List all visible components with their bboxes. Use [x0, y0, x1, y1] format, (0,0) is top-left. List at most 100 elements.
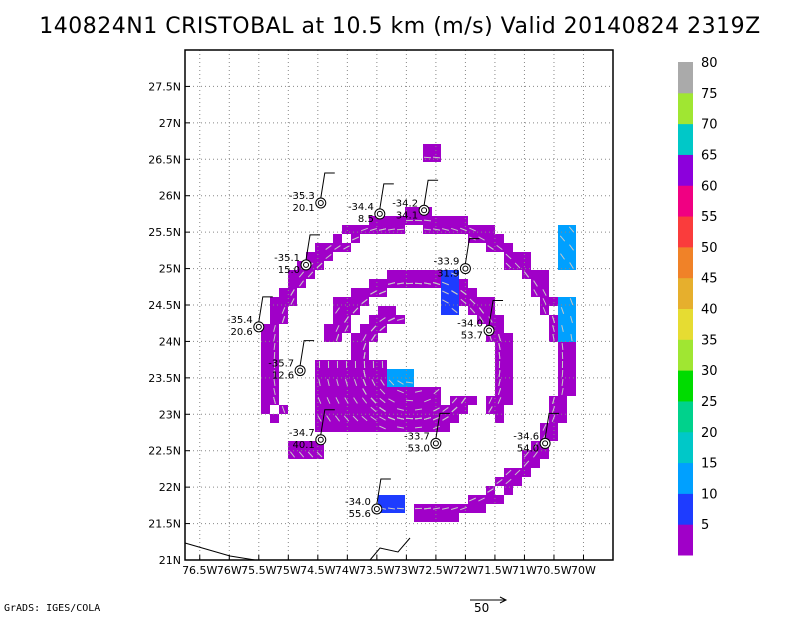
wind-shade-cell: [351, 333, 360, 342]
colorbar-label: 25: [701, 395, 718, 410]
wind-vector: [273, 333, 276, 342]
wind-vector: [505, 253, 512, 260]
wind-vector: [281, 307, 286, 314]
wind-vector: [344, 316, 349, 323]
wind-shade-cell: [414, 270, 423, 279]
wind-barb: [544, 412, 560, 439]
station-temperature: -34.0: [345, 497, 371, 508]
station-dot: [421, 207, 428, 214]
wind-shade-cell: [351, 288, 360, 297]
station-temperature: -34.6: [513, 431, 539, 442]
observation-station: -35.115.0: [274, 234, 321, 276]
wind-vector: [552, 333, 555, 342]
observation-station: -33.931.9: [434, 238, 480, 280]
wind-vector: [326, 397, 331, 404]
wind-vector: [569, 244, 574, 251]
wind-vector: [451, 290, 458, 295]
wind-shade-cell: [432, 513, 441, 522]
wind-shade-cell: [450, 216, 459, 225]
wind-vector: [273, 324, 276, 333]
wind-shade-cell: [261, 369, 270, 378]
wind-vector: [561, 387, 564, 396]
station-temperature: -33.9: [434, 257, 460, 268]
wind-barb: [305, 234, 321, 261]
station-value: 54.0: [517, 443, 539, 454]
wind-vector: [361, 415, 368, 422]
wind-barb: [423, 179, 439, 206]
wind-vector: [523, 271, 530, 278]
wind-vector: [442, 290, 449, 295]
wind-shade-cell: [567, 342, 576, 351]
x-tick-label: 75.5W: [241, 564, 276, 577]
wind-shade-cell: [495, 495, 504, 504]
wind-shade-cell: [441, 216, 450, 225]
wind-vector: [387, 507, 396, 510]
wind-shade-cell: [441, 306, 450, 315]
wind-vector: [561, 324, 564, 333]
wind-vector: [542, 424, 547, 431]
x-tick-label: 71.5W: [477, 564, 512, 577]
wind-shade-cell: [369, 423, 378, 432]
wind-shade-cell: [360, 423, 369, 432]
wind-shade-cell: [306, 252, 315, 261]
station-ring: [418, 204, 430, 216]
wind-vector: [370, 290, 377, 295]
wind-shade-cell: [360, 288, 369, 297]
wind-shade-cell: [315, 252, 324, 261]
colorbar-label: 65: [701, 148, 718, 163]
wind-shade-cell: [486, 225, 495, 234]
wind-vector: [432, 507, 441, 510]
wind-vector: [307, 451, 314, 458]
wind-vector: [290, 289, 295, 296]
observation-points: -35.320.1 -34.48.5-34.234.1-35.115.0-33.9…: [227, 172, 560, 520]
wind-vector: [432, 156, 441, 159]
wind-shade-cell: [558, 396, 567, 405]
wind-shade-cell: [324, 324, 333, 333]
colorbar-label: 20: [701, 426, 718, 441]
wind-shade-cell: [477, 297, 486, 306]
wind-vector: [533, 451, 538, 458]
wind-vector: [433, 416, 440, 421]
wind-vector: [316, 262, 323, 269]
wind-vector: [362, 379, 367, 386]
wind-vector: [414, 390, 423, 393]
wind-shade-cell: [333, 234, 342, 243]
wind-shade-cell: [315, 441, 324, 450]
wind-vector: [423, 156, 432, 159]
wind-barb: [258, 296, 273, 322]
wind-vector: [488, 406, 493, 413]
wind-vector: [423, 228, 432, 231]
wind-vector: [317, 415, 322, 422]
wind-shade-cell: [414, 207, 423, 216]
wind-shade-cell: [468, 504, 477, 513]
wind-vector: [344, 397, 349, 404]
wind-shade-cell: [504, 351, 513, 360]
station-dot: [376, 210, 383, 217]
wind-vector: [469, 307, 476, 314]
wind-shade-cell: [342, 369, 351, 378]
wind-vector: [290, 298, 295, 305]
wind-shade-cell: [567, 234, 576, 243]
x-tick-label: 70W: [571, 564, 596, 577]
wind-vector: [299, 280, 304, 287]
wind-vector: [498, 369, 501, 378]
wind-vector: [273, 396, 276, 405]
station-dot: [462, 265, 469, 272]
station-ring: [459, 263, 471, 275]
y-tick-label: 21.5N: [148, 518, 181, 531]
wind-vector: [433, 425, 440, 430]
wind-vector: [551, 316, 556, 323]
wind-shade-cell: [504, 486, 513, 495]
wind-vector: [423, 417, 432, 420]
wind-shade-cell: [567, 378, 576, 387]
wind-vector: [533, 280, 538, 287]
wind-shade-cell: [351, 405, 360, 414]
station-dot: [303, 261, 310, 268]
wind-shade-cell: [306, 441, 315, 450]
wind-shade-cell: [387, 306, 396, 315]
wind-barb: [299, 340, 315, 366]
station-value: 34.1: [396, 210, 418, 221]
observation-station: -34.234.1: [392, 179, 439, 221]
wind-vector: [353, 397, 358, 404]
wind-vector: [370, 397, 377, 404]
